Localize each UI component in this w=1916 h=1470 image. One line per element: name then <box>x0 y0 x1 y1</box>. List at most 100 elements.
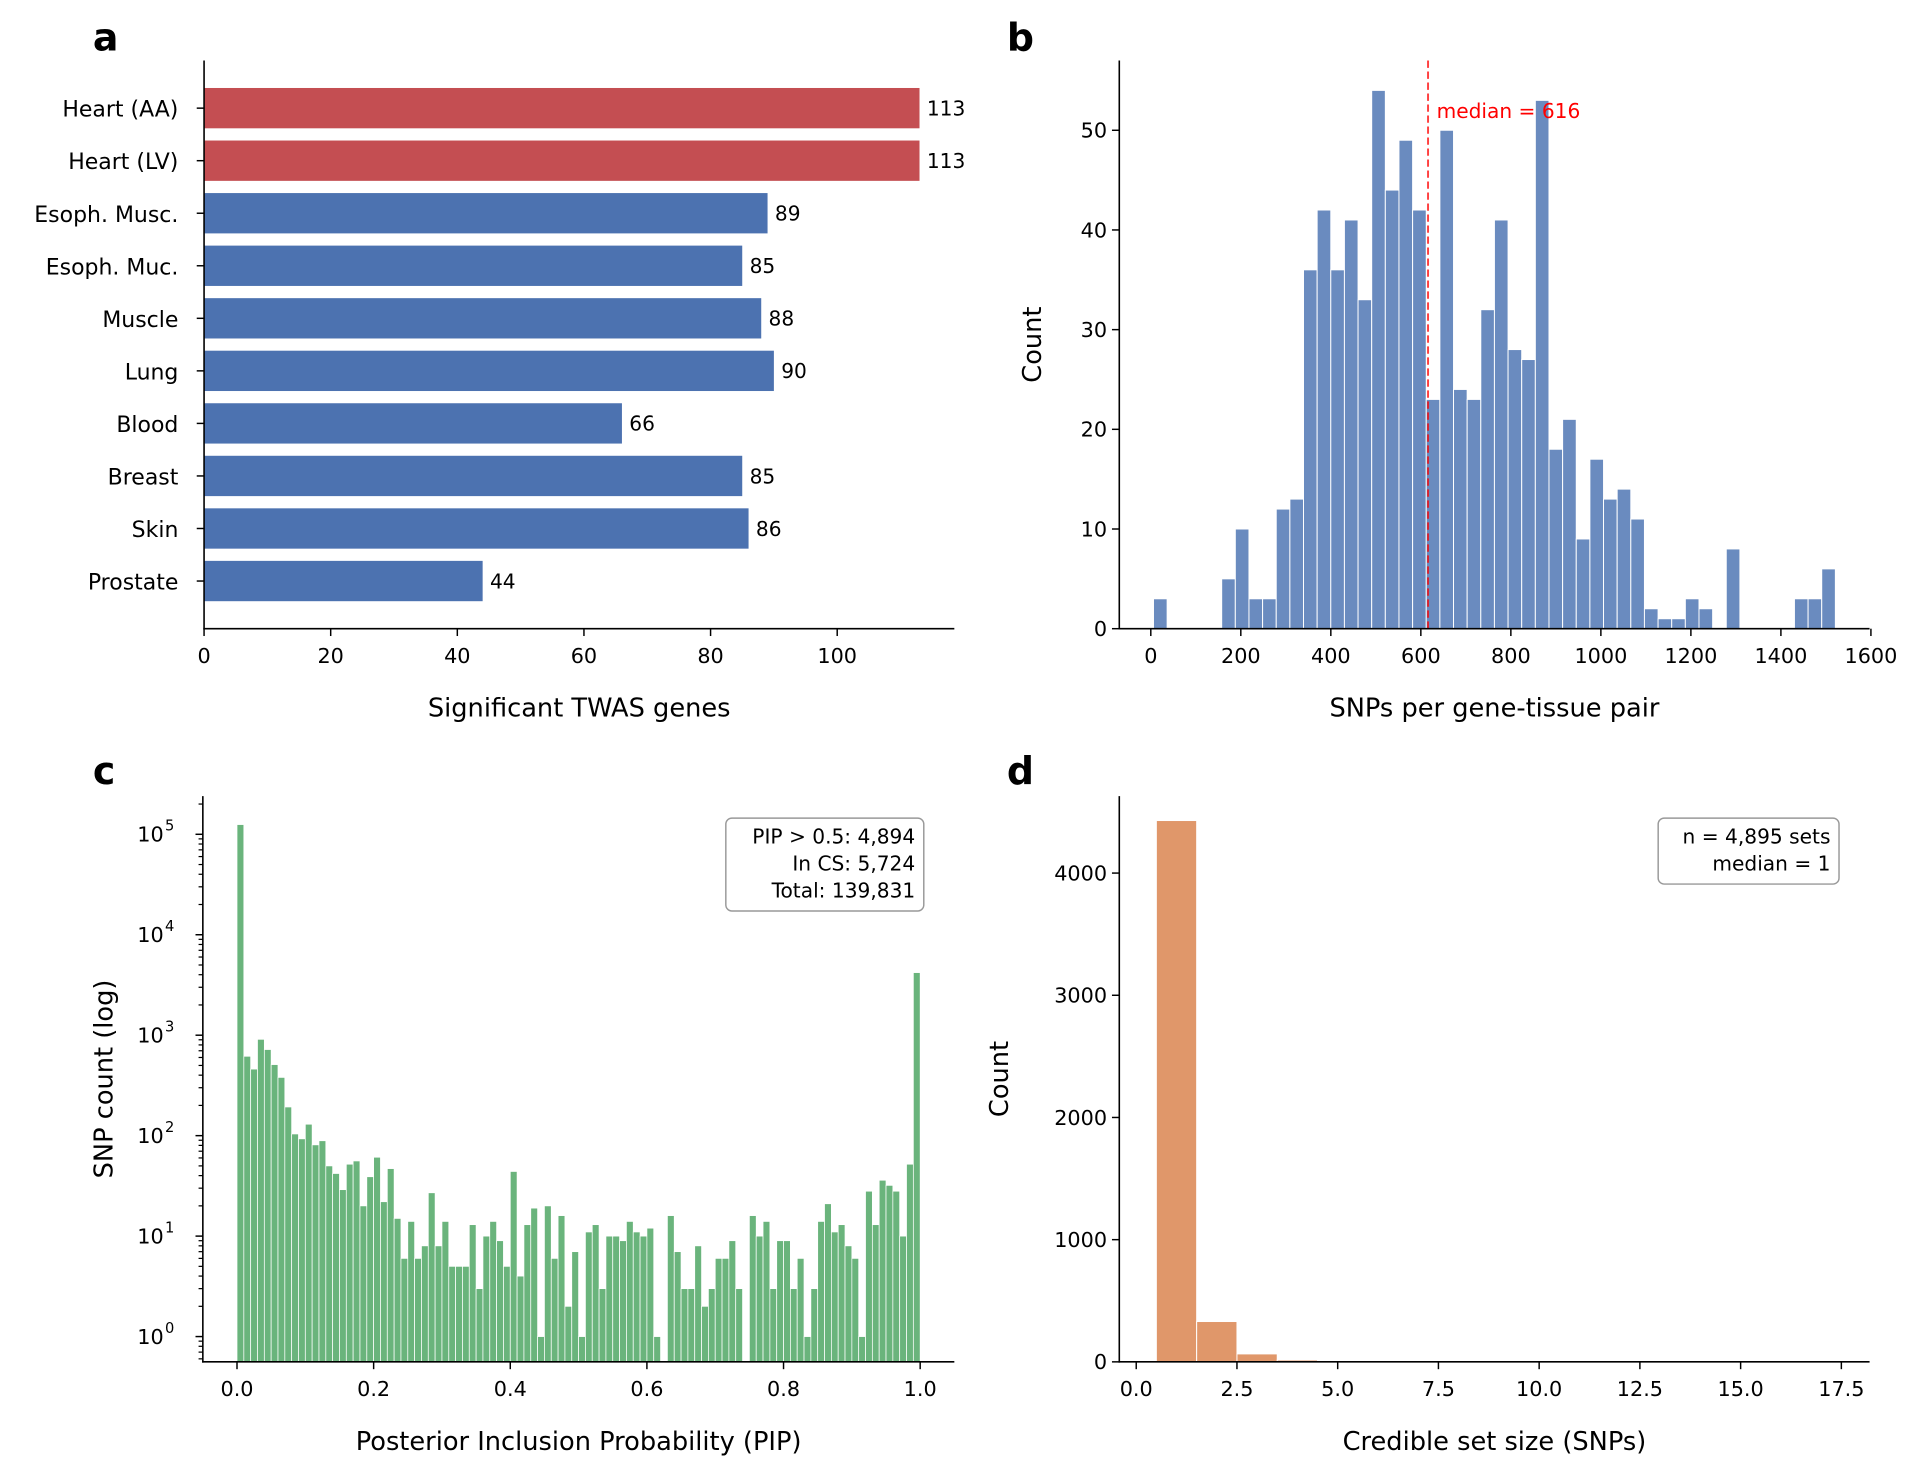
histogram-bar <box>796 1258 805 1363</box>
x-tick-label: 400 <box>1311 644 1351 668</box>
y-tick-label-exponent: 3 <box>165 1019 174 1036</box>
x-tick-label: 0 <box>197 644 210 668</box>
histogram-bar <box>537 1336 545 1363</box>
legend-box <box>725 817 925 912</box>
x-axis-label: SNPs per gene-tissue pair <box>1329 694 1659 724</box>
histogram-bar <box>270 1064 279 1363</box>
histogram-bar <box>830 1231 839 1363</box>
histogram-bar <box>359 1205 368 1363</box>
legend-text: median = 1 <box>1712 852 1830 876</box>
x-tick-label: 12.5 <box>1617 1377 1663 1401</box>
histogram-bar <box>1562 418 1577 630</box>
histogram-bar <box>1236 1353 1278 1363</box>
bar-value-label: 66 <box>629 412 655 436</box>
histogram-bar <box>810 1288 819 1363</box>
y-tick-label-exponent: 0 <box>165 1320 174 1337</box>
histogram-bar <box>482 1235 491 1363</box>
histogram-bar <box>386 1168 395 1363</box>
histogram-bar <box>318 1140 327 1363</box>
bar <box>204 455 743 497</box>
histogram-bar <box>366 1176 375 1363</box>
y-tick-label: Esoph. Musc. <box>34 203 178 228</box>
histogram-bar <box>1589 458 1605 630</box>
y-tick-label: 0 <box>1094 1350 1107 1374</box>
y-tick-label: 10 <box>137 923 163 947</box>
histogram-bar <box>1671 618 1686 630</box>
y-tick-label: 40 <box>1081 218 1107 242</box>
histogram-bar <box>1575 538 1591 630</box>
histogram-bar <box>844 1245 853 1363</box>
y-tick-label: Lung <box>125 360 179 385</box>
histogram-bar <box>468 1224 477 1363</box>
x-tick-label: 40 <box>444 644 470 668</box>
histogram-bar <box>250 1068 258 1363</box>
bar-value-label: 85 <box>750 464 776 488</box>
histogram-bar <box>646 1227 655 1363</box>
x-tick-label: 7.5 <box>1422 1377 1455 1401</box>
histogram-bar <box>1657 618 1673 630</box>
y-tick-label: Prostate <box>88 571 179 596</box>
histogram-bar <box>619 1240 627 1363</box>
x-tick-label: 0.4 <box>494 1377 527 1401</box>
x-tick-label: 1200 <box>1664 644 1717 668</box>
histogram-bar <box>906 1163 914 1363</box>
histogram-bar <box>578 1336 586 1363</box>
histogram-bar <box>1412 209 1427 630</box>
median-label: median = 616 <box>1437 99 1581 123</box>
x-tick-label: 1.0 <box>904 1377 937 1401</box>
histogram-bar <box>1234 528 1250 630</box>
histogram-bar <box>899 1235 907 1363</box>
panel-d-credible-set-histogram: d 0.0 2.5 5.0 7.5 10.0 12.5 15.0 17.5 Credible s… <box>985 749 1870 1457</box>
histogram-bar <box>1384 189 1400 630</box>
histogram-bar <box>393 1218 402 1363</box>
histogram-bar <box>1439 129 1455 630</box>
y-tick-label-exponent: 1 <box>165 1219 174 1236</box>
histogram-bar <box>871 1224 880 1363</box>
panel-a-twas-bar-chart: a 113 Heart (AA) 113 Heart (LV) 89 Esoph. Mus… <box>34 16 965 724</box>
histogram-bar <box>421 1245 429 1363</box>
histogram-bar <box>1316 209 1332 630</box>
histogram-bar <box>721 1258 730 1363</box>
histogram-bar <box>612 1235 620 1363</box>
histogram-bar <box>858 1336 866 1363</box>
bar-value-label: 85 <box>750 254 776 278</box>
y-tick-label: 50 <box>1081 119 1107 143</box>
histogram-bar <box>1616 488 1632 630</box>
histogram-bar <box>1603 498 1618 630</box>
y-tick-label-exponent: 2 <box>165 1119 174 1136</box>
x-tick-label: 100 <box>817 644 857 668</box>
histogram-bar <box>1398 139 1414 630</box>
histogram-bar <box>489 1221 497 1363</box>
histogram-bar <box>1521 359 1536 630</box>
histogram-bar <box>1493 219 1509 630</box>
y-tick-label: Blood <box>116 413 178 438</box>
histogram-bar <box>448 1265 456 1363</box>
x-tick-label: 0 <box>1144 644 1157 668</box>
y-tick-label-exponent: 4 <box>165 918 174 935</box>
histogram-bar <box>1155 820 1198 1363</box>
bar <box>204 403 622 444</box>
bar <box>204 508 749 549</box>
histogram-bar <box>585 1231 593 1363</box>
y-tick-label: 10 <box>137 1325 163 1349</box>
histogram-bar <box>714 1258 723 1363</box>
x-tick-label: 600 <box>1401 644 1441 668</box>
histogram-bar <box>509 1171 518 1363</box>
y-axis-label: SNP count (log) <box>89 980 119 1179</box>
histogram-bar <box>1698 608 1714 630</box>
bar <box>204 560 483 602</box>
histogram-bar <box>462 1265 470 1363</box>
histogram-bar <box>291 1133 299 1363</box>
histogram-bar <box>762 1221 771 1363</box>
histogram-bar <box>530 1207 538 1363</box>
histogram-bar <box>1262 598 1277 630</box>
histogram-bar <box>735 1288 743 1363</box>
y-tick-label: Heart (LV) <box>68 150 178 175</box>
histogram-bar <box>790 1288 798 1363</box>
histogram-bar <box>236 824 245 1363</box>
histogram-bar <box>407 1221 415 1363</box>
x-tick-label: 5.0 <box>1321 1377 1354 1401</box>
histogram-bar <box>373 1156 381 1363</box>
panel-letter-c: c <box>93 749 115 793</box>
histogram-bar <box>892 1190 901 1363</box>
